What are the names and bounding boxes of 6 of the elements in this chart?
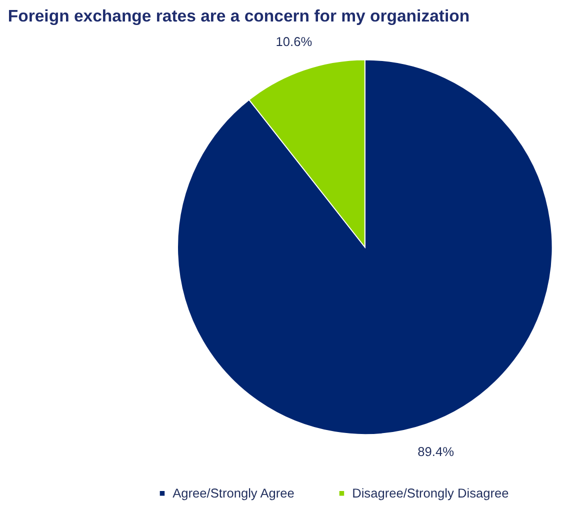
- data-label: 89.4%: [418, 444, 454, 460]
- legend-label: Disagree/Strongly Disagree: [352, 485, 509, 500]
- legend-label: Agree/Strongly Agree: [172, 485, 294, 500]
- pie-slice: [177, 59, 553, 435]
- chart-title: Foreign exchange rates are a concern for my organization: [8, 6, 470, 26]
- data-label: 10.6%: [276, 34, 312, 50]
